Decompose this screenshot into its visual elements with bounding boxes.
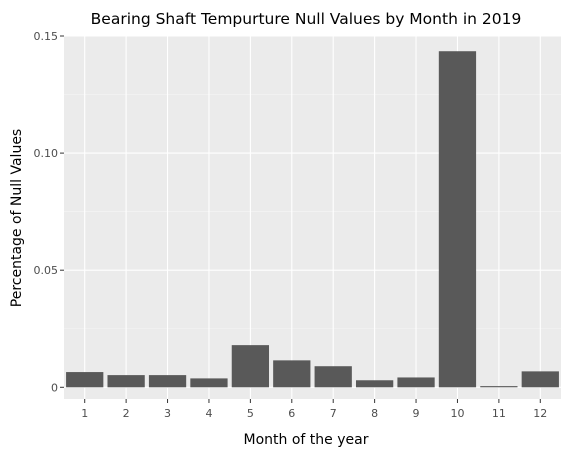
bar-month-4 <box>190 378 228 388</box>
x-tick-label: 12 <box>533 407 547 420</box>
x-tick-label: 10 <box>450 407 464 420</box>
bar-month-3 <box>148 375 187 388</box>
x-tick-label: 2 <box>123 407 130 420</box>
bars <box>66 51 559 388</box>
major-gridlines <box>64 35 561 399</box>
bar-month-8 <box>355 380 394 388</box>
bar-month-1 <box>66 372 104 388</box>
y-axis-ticks: 0 0.05 0.10 0.15 <box>34 30 64 394</box>
x-tick-label: 5 <box>247 407 254 420</box>
x-tick-label: 8 <box>371 407 378 420</box>
x-tick-label: 4 <box>205 407 212 420</box>
x-tick-label: 7 <box>330 407 337 420</box>
x-tick-label: 1 <box>81 407 88 420</box>
x-tick-label: 9 <box>413 407 420 420</box>
chart-title: Bearing Shaft Tempurture Null Values by … <box>91 10 522 28</box>
bar-month-10 <box>438 51 477 388</box>
minor-gridlines <box>64 94 561 330</box>
x-axis-ticks: 1 2 3 4 5 6 7 8 9 10 11 12 <box>81 399 547 420</box>
x-axis-label: Month of the year <box>244 432 369 448</box>
bar-month-11 <box>480 386 518 388</box>
bar-month-5 <box>231 345 270 388</box>
y-tick-label: 0.10 <box>34 147 59 160</box>
bar-month-2 <box>107 375 145 388</box>
x-tick-label: 11 <box>492 407 506 420</box>
bar-month-12 <box>521 371 559 388</box>
y-tick-label: 0 <box>51 381 58 394</box>
y-axis-label: Percentage of Null Values <box>9 129 25 307</box>
y-tick-label: 0.05 <box>34 264 59 277</box>
x-tick-label: 6 <box>288 407 295 420</box>
x-tick-label: 3 <box>164 407 171 420</box>
bar-month-7 <box>314 366 352 388</box>
bar-month-6 <box>273 360 311 388</box>
plot-panel <box>64 36 561 399</box>
y-tick-label: 0.15 <box>34 30 59 43</box>
bar-month-9 <box>397 377 435 388</box>
